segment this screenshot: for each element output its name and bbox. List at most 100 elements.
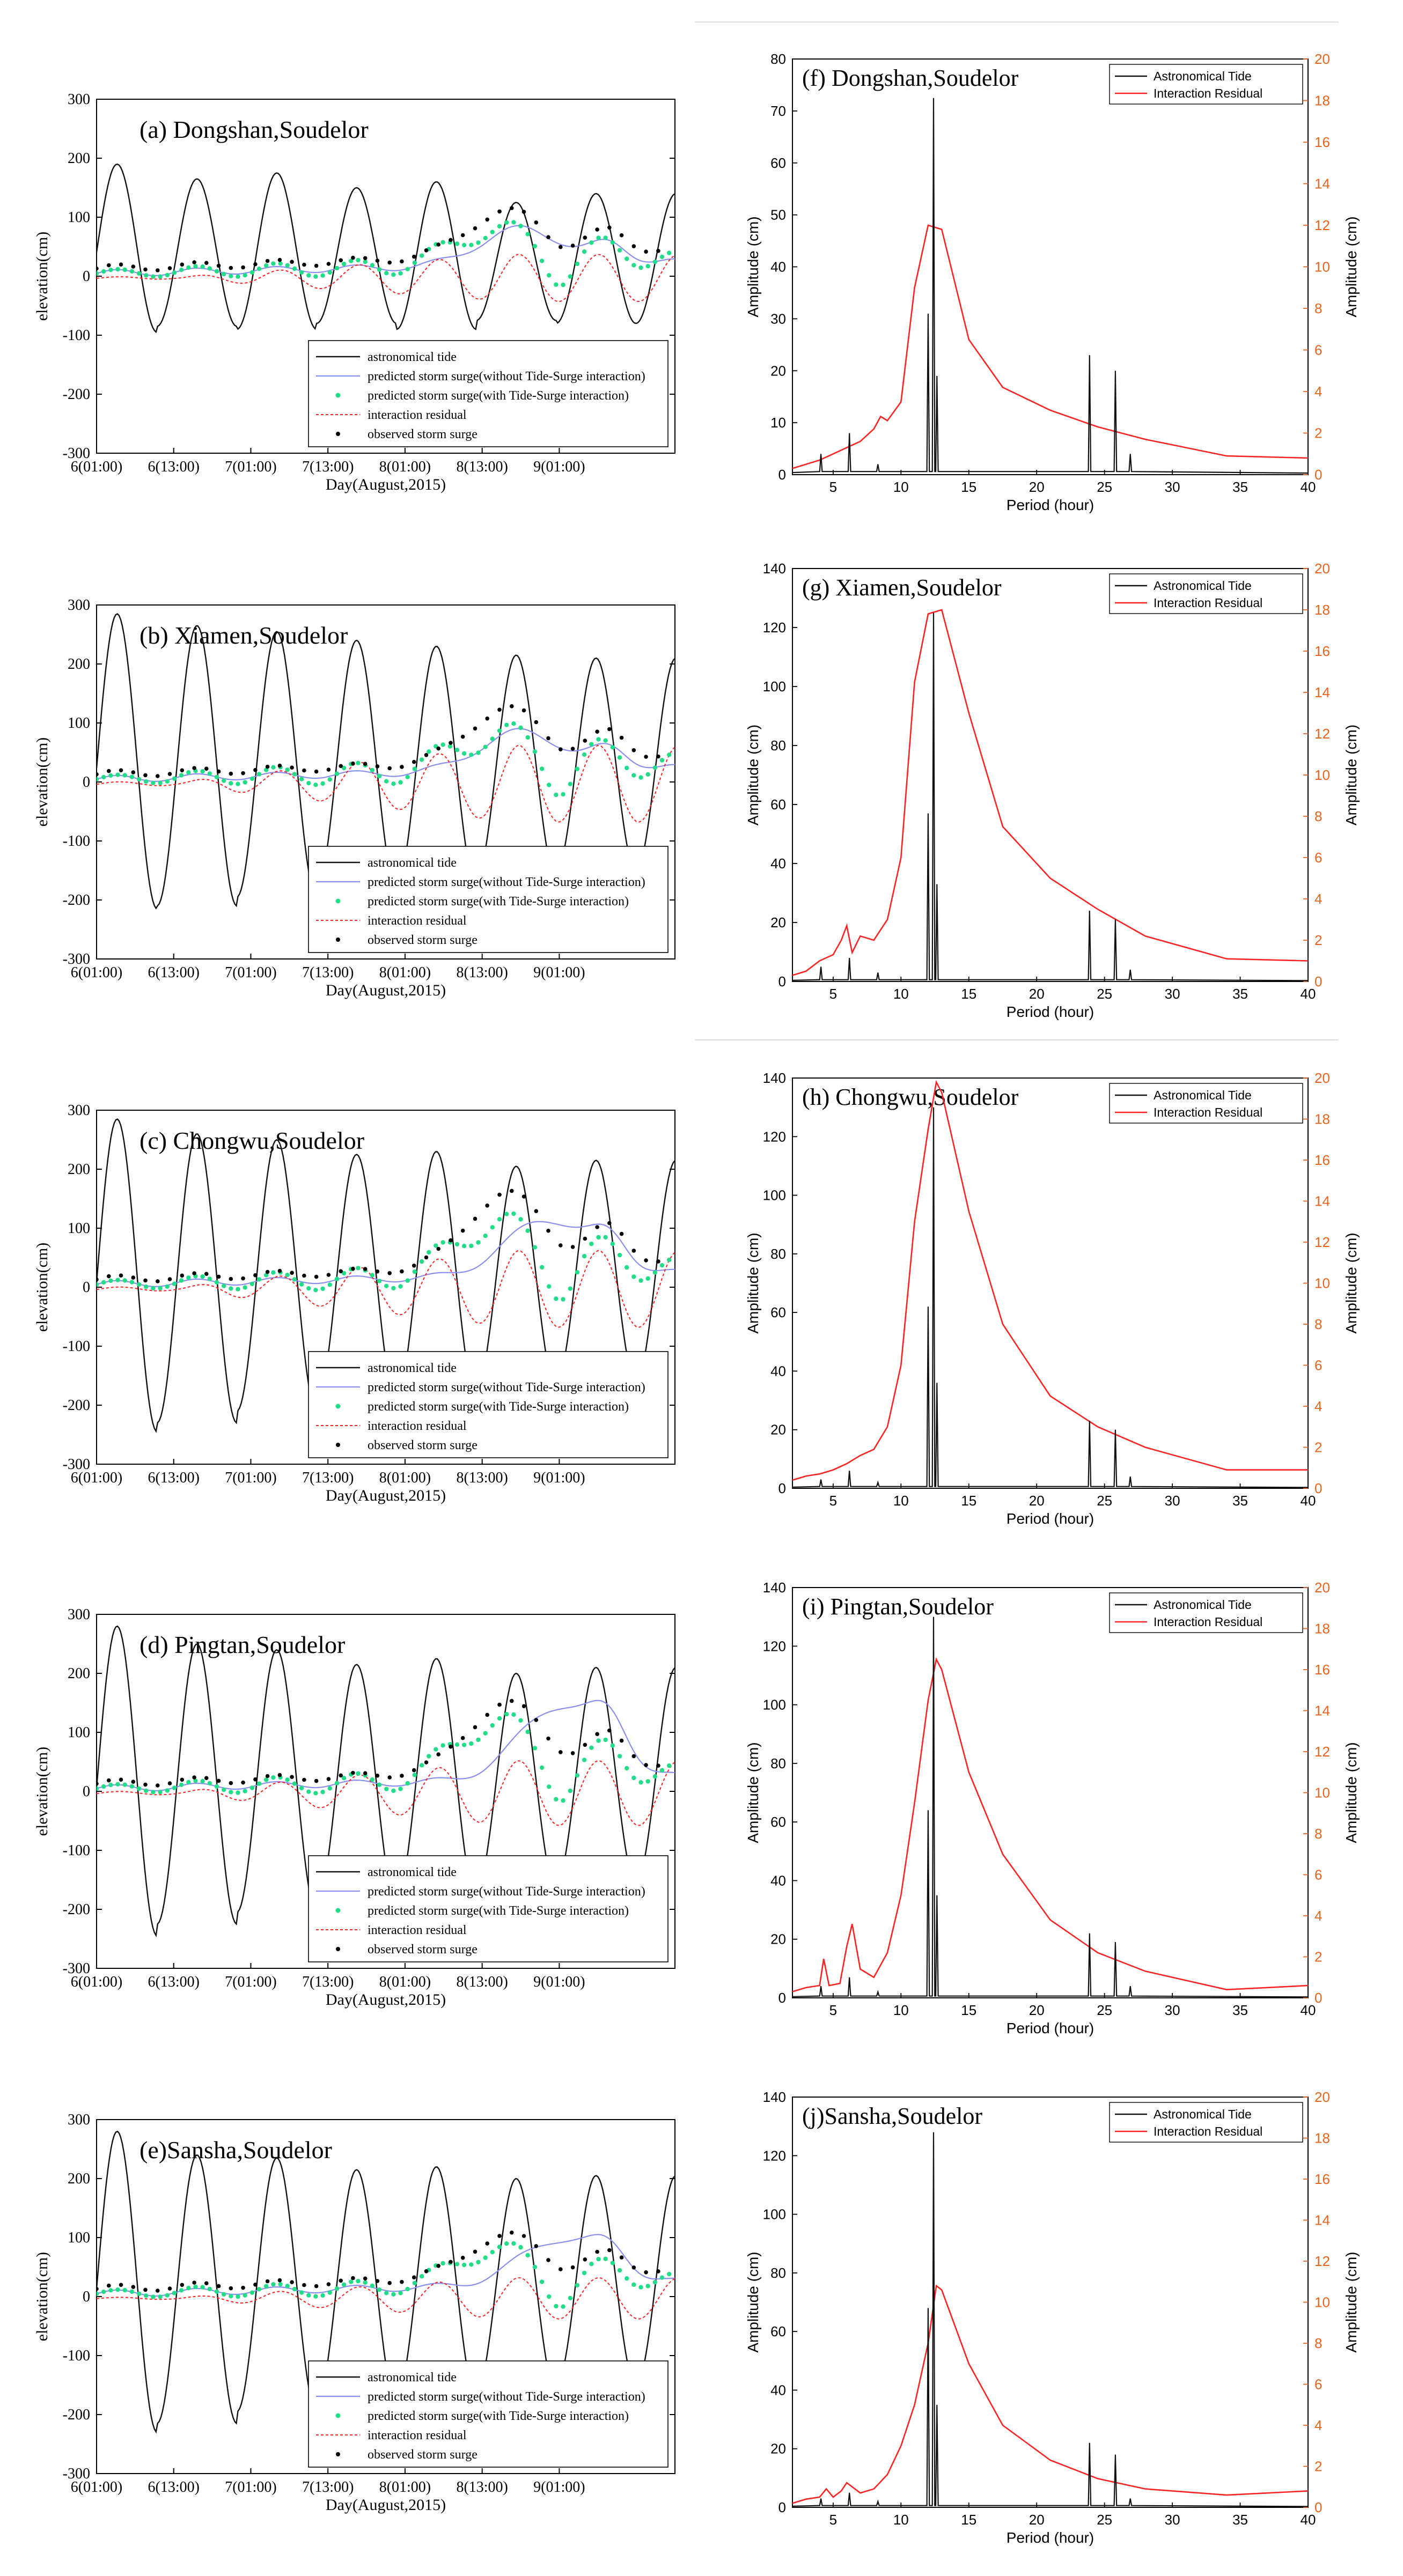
panel-a-observed-point-41 [595,227,599,232]
panel-c-with-interaction-point-55 [483,1234,488,1238]
panel-h-xtick-label-1: 10 [893,1493,909,1509]
panel-a-with-interaction-point-8 [151,274,156,279]
panel-d-xtick-label-0: 6(01:00) [71,1974,122,1990]
panel-b-with-interaction-point-37 [356,761,361,765]
panel-g-xtick-label-2: 15 [961,986,976,1002]
panel-g-ytick-right-label-5: 10 [1314,767,1330,783]
panel-c-legend-box [308,1351,669,1458]
panel-e-xtick-label-5: 8(13:00) [456,2479,508,2496]
panel-b-with-interaction-point-18 [222,778,226,783]
panel-b-with-interaction-point-33 [327,777,332,782]
panel-e-with-interaction-point-49 [440,2261,445,2266]
panel-b-with-interaction-point-65 [554,792,559,798]
panel-g-ytick-right-label-0: 0 [1314,973,1322,990]
panel-f-ytick-right-label-1: 2 [1314,425,1322,441]
panel-e-with-interaction-point-62 [532,2264,538,2270]
panel-b-ytick-label-0: -300 [63,951,90,968]
panel-d-observed-point-31 [473,1725,478,1730]
panel-a-with-interaction-point-56 [490,230,495,234]
panel-e-with-interaction-point-13 [186,2285,191,2291]
panel-j-ytick-right-label-8: 16 [1314,2171,1330,2187]
panel-c-observed-point-11 [229,1276,233,1281]
panel-e-with-interaction-point-70 [589,2262,594,2267]
panel-b-observed-point-17 [302,768,306,773]
panel-a-with-interaction-point-17 [214,269,219,274]
panel-c-observed-point-19 [326,1273,331,1277]
panel-a-with-interaction-point-18 [222,271,226,277]
panel-e-observed-point-2 [119,2283,123,2287]
panel-a-with-interaction-point-2 [108,268,113,272]
panel-c-with-interaction-point-4 [122,1278,127,1283]
panel-d-observed-point-8 [192,1775,196,1780]
panel-d-observed-point-37 [546,1736,550,1741]
panel-a-with-interaction-point-49 [440,240,445,245]
panel-e-observed-point-23 [375,2279,380,2283]
panel-a-xlabel: Day(August,2015) [326,476,446,493]
panel-j-legend-label-0: Astronomical Tide [1154,2107,1252,2121]
panel-e-with-interaction-point-18 [222,2292,226,2297]
panel-e-observed-point-15 [277,2278,282,2283]
panel-e-with-interaction-point-41 [384,2291,389,2295]
panel-a-with-interaction-point-72 [603,235,608,240]
panel-d-observed-point-14 [265,1774,270,1778]
panel-a-with-interaction-point-52 [461,242,467,248]
panel-c-with-interaction-point-21 [243,1285,247,1290]
panel-f: 0 10 20 30 40 50 60 70 80 0 2 4 6 8 10 12 14 16 18 20 5 10 15 2… [745,51,1360,513]
panel-e-observed-point-12 [241,2285,245,2290]
panel-e-with-interaction-point-59 [511,2241,516,2246]
panel-c-with-interaction-point-58 [504,1212,509,1216]
panel-h-ytick-right-label-2: 4 [1314,1398,1322,1414]
panel-e-with-interaction-point-57 [497,2245,502,2249]
panel-b-xtick-label-2: 7(01:00) [225,964,276,981]
panel-d-with-interaction-point-32 [320,1790,325,1795]
panel-a-observed-point-23 [375,259,380,263]
panel-j-ytick-left-label-3: 60 [770,2323,786,2339]
panel-h-ytick-left-label-7: 140 [763,1070,786,1086]
panel-d-xtick-label-1: 6(13:00) [148,1974,200,1990]
panel-e-with-interaction-point-30 [306,2293,311,2298]
panel-d-with-interaction-point-70 [589,1745,594,1750]
panel-c-observed-point-37 [546,1229,550,1233]
panel-b-xtick-label-3: 7(13:00) [302,964,354,981]
panel-b-with-interaction-point-78 [645,772,650,777]
panel-d-observed-point-16 [290,1775,294,1779]
panel-a-with-interaction-point-70 [589,240,594,245]
panel-c-observed-point-38 [559,1243,563,1248]
panel-e-observed-point-31 [473,2249,478,2254]
panel-a-with-interaction-point-4 [122,267,127,272]
panel-e-series-interaction-residual [97,2277,675,2320]
panel-a-xtick-label-0: 6(01:00) [71,459,122,475]
panel-c-legend-label-0: astronomical tide [368,1361,457,1375]
panel-b-with-interaction-point-63 [539,766,545,771]
panel-j-xtick-label-2: 15 [961,2512,976,2528]
panel-d-legend-label-3: interaction residual [368,1923,467,1937]
panel-a-observed-point-36 [534,220,539,225]
panel-b-observed-point-19 [326,767,331,772]
panel-e-ytick-label-4: 100 [68,2230,90,2246]
panel-b-with-interaction-point-47 [427,749,431,754]
panel-a-plot-area [97,163,675,334]
panel-c-with-interaction-point-51 [454,1242,460,1247]
panel-e-with-interaction-point-8 [151,2294,156,2299]
panel-e-observed-point-41 [595,2249,599,2254]
panel-g-ytick-right-label-3: 6 [1314,850,1322,866]
panel-e-observed-point-46 [656,2269,660,2274]
panel-c-with-interaction-point-79 [652,1270,658,1275]
panel-b-with-interaction-point-80 [659,758,665,763]
panel-d-observed-point-4 [143,1782,148,1787]
panel-a-observed-point-40 [583,235,587,240]
panel-c-with-interaction-point-10 [165,1284,170,1289]
panel-d-with-interaction-point-81 [667,1763,672,1768]
panel-d-observed-point-18 [314,1778,319,1783]
panel-b-observed-point-10 [216,769,221,774]
panel-b-legend-swatch-2 [335,898,341,904]
panel-c-with-interaction-point-69 [582,1253,587,1259]
panel-d-with-interaction-point-37 [356,1771,361,1776]
panel-i-ytick-right-label-5: 10 [1314,1785,1330,1801]
panel-c-observed-point-18 [314,1274,319,1279]
panel-i-series-astronomical-tide [792,1617,1309,1998]
panel-c-with-interaction-point-17 [214,1280,219,1285]
panel-g-ytick-left-label-4: 80 [770,737,786,754]
panel-e-with-interaction-point-78 [645,2284,650,2289]
panel-b-observed-point-13 [253,767,258,772]
